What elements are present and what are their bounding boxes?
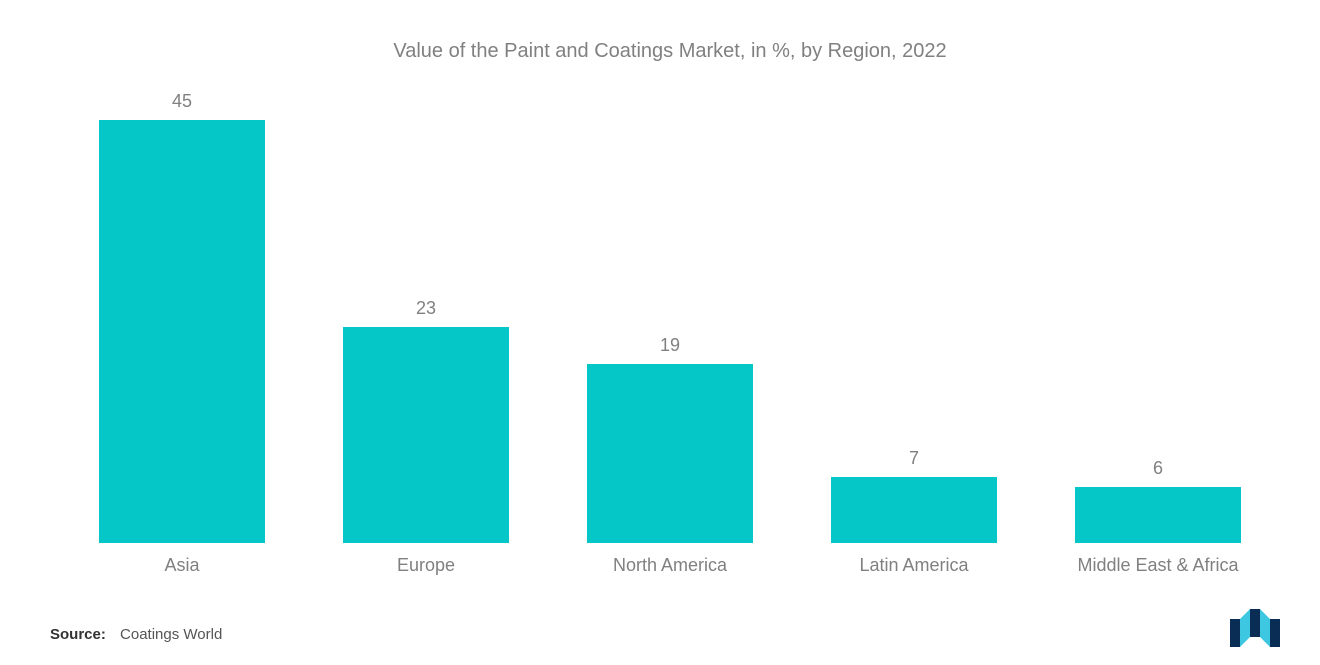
value-label: 6 bbox=[1153, 458, 1163, 479]
bar-column: 23 bbox=[304, 73, 548, 543]
plot-area: 45 23 19 7 6 bbox=[50, 73, 1290, 543]
source-label: Source: bbox=[50, 626, 106, 643]
value-label: 7 bbox=[909, 448, 919, 469]
bar-column: 6 bbox=[1036, 73, 1280, 543]
bar bbox=[1075, 487, 1241, 543]
category-label: Latin America bbox=[792, 555, 1036, 576]
category-axis: AsiaEuropeNorth AmericaLatin AmericaMidd… bbox=[50, 555, 1290, 576]
category-label: Asia bbox=[60, 555, 304, 576]
bar bbox=[99, 120, 265, 543]
bar-column: 7 bbox=[792, 73, 1036, 543]
mi-logo-icon bbox=[1230, 609, 1290, 647]
brand-logo bbox=[1230, 609, 1290, 647]
value-label: 23 bbox=[416, 298, 436, 319]
value-label: 45 bbox=[172, 91, 192, 112]
chart-container: Value of the Paint and Coatings Market, … bbox=[0, 0, 1320, 665]
category-label: Middle East & Africa bbox=[1036, 555, 1280, 576]
source-line: Source: Coatings World bbox=[50, 626, 222, 643]
chart-title: Value of the Paint and Coatings Market, … bbox=[50, 40, 1290, 63]
category-label: Europe bbox=[304, 555, 548, 576]
source-value: Coatings World bbox=[120, 626, 222, 643]
value-label: 19 bbox=[660, 335, 680, 356]
bar bbox=[343, 327, 509, 543]
bar bbox=[587, 364, 753, 543]
bar-column: 45 bbox=[60, 73, 304, 543]
category-label: North America bbox=[548, 555, 792, 576]
bar-column: 19 bbox=[548, 73, 792, 543]
bar bbox=[831, 477, 997, 543]
